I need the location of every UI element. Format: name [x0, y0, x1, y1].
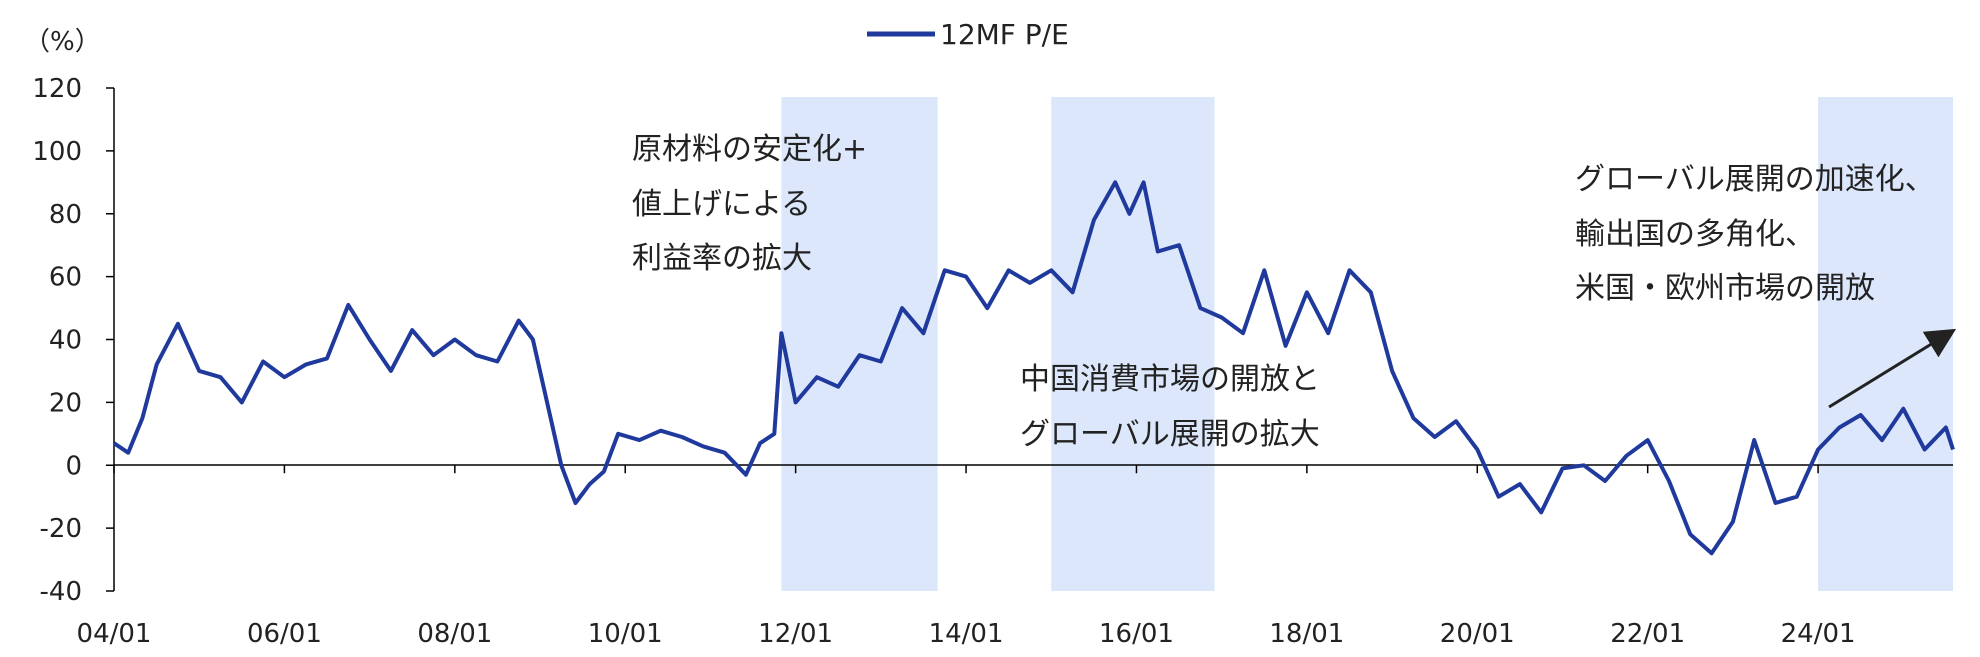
x-tick-label: 06/01	[247, 619, 322, 649]
x-ticks: 04/01 06/01 08/01 10/01 12/01 14/01 16/01 18/01…	[77, 465, 1856, 649]
x-tick-label: 16/01	[1099, 619, 1174, 649]
y-tick-label: 60	[49, 263, 82, 293]
x-tick-label: 10/01	[588, 619, 663, 649]
shaded-period-1	[781, 97, 938, 591]
annotation-2: 中国消費市場の開放と グローバル展開の拡大	[1020, 362, 1320, 452]
y-tick-label: 80	[49, 200, 82, 230]
x-tick-label: 22/01	[1610, 619, 1685, 649]
annotation-1-line-2: 値上げによる	[632, 187, 811, 222]
shaded-period-2	[1051, 97, 1215, 591]
x-tick-label: 04/01	[77, 619, 152, 649]
legend: 12MF P/E	[867, 18, 1069, 51]
trend-arrow	[1828, 328, 1957, 409]
x-tick-label: 14/01	[929, 619, 1004, 649]
annotation-1-line-3: 利益率の拡大	[632, 241, 812, 276]
x-tick-label: 18/01	[1269, 619, 1344, 649]
x-tick-label: 12/01	[758, 619, 833, 649]
x-tick-label: 20/01	[1440, 619, 1515, 649]
annotation-3: グローバル展開の加速化、 輸出国の多角化、 米国・欧州市場の開放	[1575, 162, 1935, 306]
annotation-3-line-1: グローバル展開の加速化、	[1575, 162, 1935, 197]
x-tick-label: 08/01	[417, 619, 492, 649]
x-tick-label: 24/01	[1781, 619, 1856, 649]
y-unit-label: （%）	[24, 27, 101, 57]
legend-label: 12MF P/E	[940, 18, 1069, 51]
annotation-2-line-2: グローバル展開の拡大	[1020, 417, 1320, 452]
annotation-3-line-2: 輸出国の多角化、	[1575, 217, 1815, 252]
y-tick-label: -40	[40, 577, 82, 607]
annotation-1: 原材料の安定化+ 値上げによる 利益率の拡大	[632, 132, 867, 276]
annotation-1-line-1: 原材料の安定化+	[632, 132, 867, 167]
y-tick-label: 40	[49, 326, 82, 356]
annotation-2-line-1: 中国消費市場の開放と	[1020, 362, 1320, 397]
y-tick-label: 120	[32, 74, 82, 104]
y-ticks: 120 100 80 60 40 20 0 -20 -40	[32, 74, 114, 607]
y-tick-label: 0	[65, 451, 82, 481]
y-tick-label: -20	[40, 514, 82, 544]
y-tick-label: 20	[49, 388, 82, 418]
annotation-3-line-3: 米国・欧州市場の開放	[1575, 271, 1875, 306]
series-line-12mf-pe	[112, 180, 1955, 556]
y-tick-label: 100	[32, 137, 82, 167]
